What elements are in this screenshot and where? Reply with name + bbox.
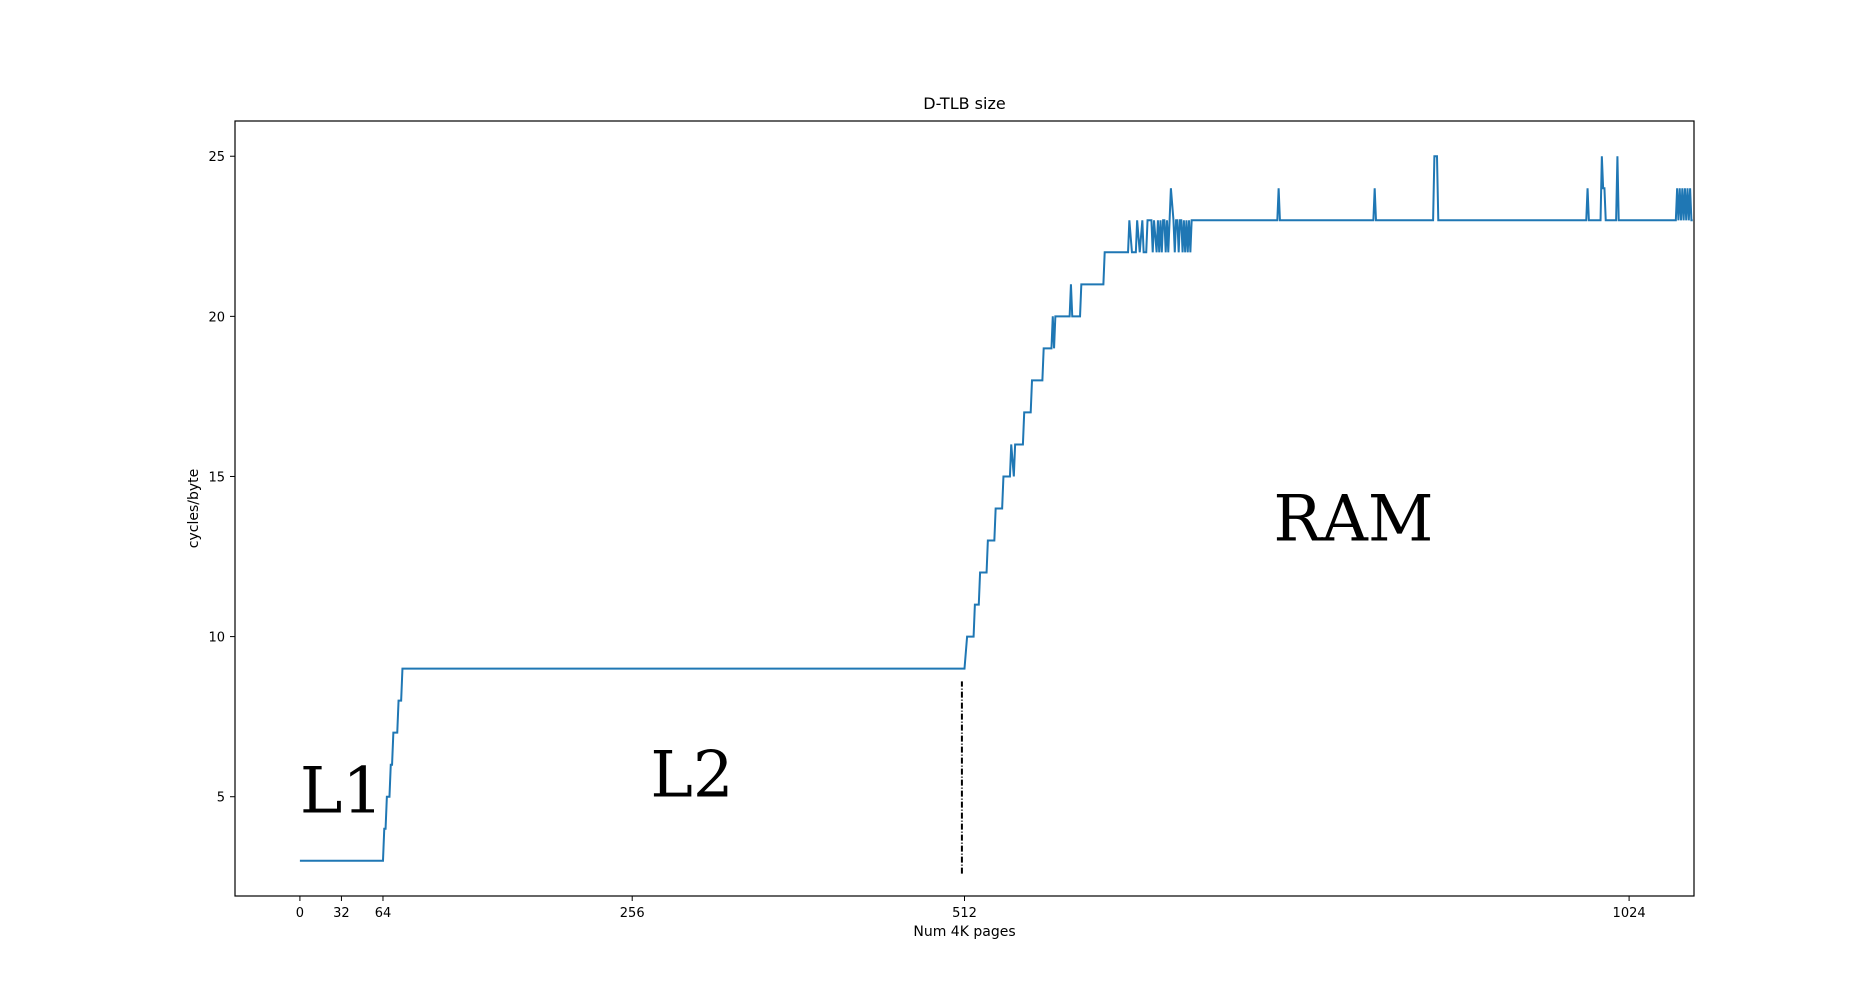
region-label-l1: L1 bbox=[300, 755, 383, 829]
x-tick-label: 64 bbox=[375, 906, 392, 921]
chart-title: D-TLB size bbox=[923, 94, 1005, 113]
y-axis-ticks: 5 10 15 20 25 bbox=[208, 150, 235, 806]
region-label-l2: L2 bbox=[650, 739, 733, 813]
y-axis-label: cycles/byte bbox=[186, 469, 202, 548]
y-tick-label: 10 bbox=[208, 631, 225, 646]
y-tick-label: 15 bbox=[208, 470, 225, 485]
region-annotations: L1 L2 RAM bbox=[300, 483, 1433, 829]
y-tick-label: 5 bbox=[217, 791, 225, 806]
y-tick-label: 20 bbox=[208, 310, 225, 325]
plot-frame bbox=[234, 120, 1695, 897]
x-axis-ticks: 0 32 64 256 512 1024 bbox=[296, 896, 1646, 921]
x-tick-label: 256 bbox=[620, 906, 645, 921]
y-tick-label: 25 bbox=[208, 150, 225, 165]
x-tick-label: 0 bbox=[296, 906, 304, 921]
region-label-ram: RAM bbox=[1273, 483, 1433, 557]
series-line bbox=[299, 155, 1693, 862]
x-axis-label: Num 4K pages bbox=[913, 924, 1015, 940]
x-tick-label: 512 bbox=[952, 906, 977, 921]
x-tick-label: 1024 bbox=[1613, 906, 1646, 921]
x-tick-label: 32 bbox=[333, 906, 350, 921]
